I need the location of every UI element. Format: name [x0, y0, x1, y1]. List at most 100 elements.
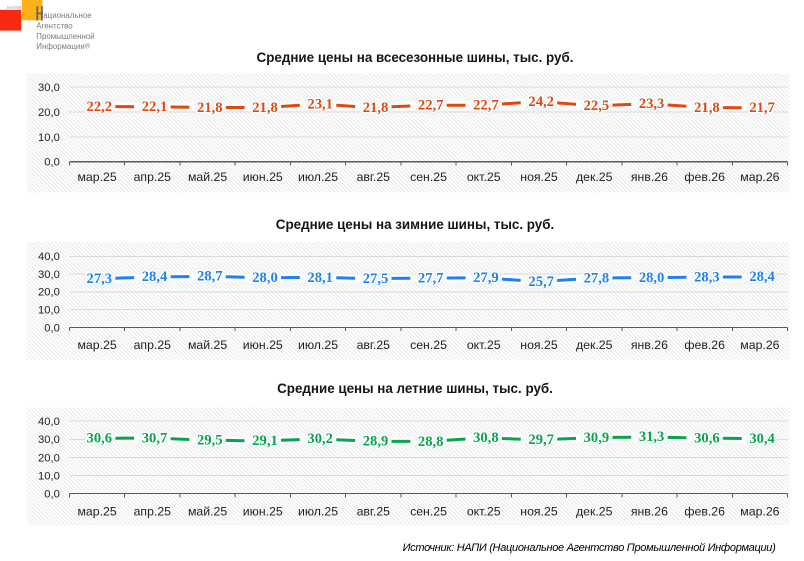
svg-text:30,4: 30,4	[749, 431, 775, 447]
svg-text:31,3: 31,3	[639, 429, 665, 445]
svg-text:29,5: 29,5	[197, 433, 223, 449]
svg-text:30,6: 30,6	[694, 431, 720, 447]
svg-text:30,6: 30,6	[694, 431, 720, 447]
svg-text:22,5: 22,5	[584, 98, 610, 114]
svg-text:29,5: 29,5	[197, 433, 223, 449]
svg-text:23,3: 23,3	[639, 96, 665, 112]
svg-text:мар.26: мар.26	[740, 338, 779, 352]
svg-text:Средние цены на всесезонные ши: Средние цены на всесезонные шины, тыс. р…	[257, 50, 574, 65]
svg-text:10,0: 10,0	[38, 305, 60, 317]
svg-text:30,8: 30,8	[473, 430, 499, 446]
svg-text:27,3: 27,3	[87, 271, 113, 287]
svg-text:27,7: 27,7	[418, 271, 444, 287]
svg-text:28,0: 28,0	[639, 270, 665, 286]
svg-text:27,8: 27,8	[584, 270, 610, 286]
svg-text:27,5: 27,5	[363, 271, 389, 287]
svg-text:30,9: 30,9	[584, 430, 610, 446]
svg-text:21,7: 21,7	[749, 100, 775, 116]
svg-text:22,5: 22,5	[584, 98, 610, 114]
svg-text:28,1: 28,1	[307, 270, 333, 286]
svg-text:27,7: 27,7	[418, 271, 444, 287]
svg-text:22,7: 22,7	[418, 98, 444, 114]
svg-text:28,3: 28,3	[694, 269, 720, 285]
svg-text:фев.26: фев.26	[684, 170, 725, 184]
svg-text:28,0: 28,0	[252, 270, 278, 286]
svg-text:28,8: 28,8	[418, 434, 444, 450]
svg-text:28,4: 28,4	[142, 269, 168, 285]
svg-text:22,7: 22,7	[418, 98, 444, 114]
svg-text:авг.25: авг.25	[357, 170, 391, 184]
svg-text:21,8: 21,8	[694, 100, 720, 116]
svg-text:22,1: 22,1	[142, 99, 168, 115]
svg-text:21,8: 21,8	[252, 100, 278, 116]
svg-text:28,8: 28,8	[418, 434, 444, 450]
svg-text:сен.25: сен.25	[410, 170, 447, 184]
svg-text:июн.25: июн.25	[243, 170, 283, 184]
svg-text:21,8: 21,8	[694, 100, 720, 116]
svg-text:21,8: 21,8	[197, 100, 223, 116]
svg-text:23,3: 23,3	[639, 96, 665, 112]
svg-text:28,9: 28,9	[363, 434, 389, 450]
svg-text:ноя.25: ноя.25	[520, 170, 558, 184]
svg-text:28,7: 28,7	[197, 269, 223, 285]
svg-text:30,0: 30,0	[38, 434, 60, 446]
svg-text:апр.25: апр.25	[134, 505, 172, 519]
svg-text:27,8: 27,8	[584, 270, 610, 286]
svg-text:29,1: 29,1	[252, 433, 278, 449]
svg-text:мар.26: мар.26	[740, 505, 779, 519]
svg-text:Средние цены на летние шины, т: Средние цены на летние шины, тыс. руб.	[277, 381, 553, 396]
svg-text:21,8: 21,8	[197, 100, 223, 116]
svg-text:23,1: 23,1	[307, 97, 333, 113]
svg-text:21,8: 21,8	[197, 100, 223, 116]
svg-text:22,1: 22,1	[142, 99, 168, 115]
svg-text:28,3: 28,3	[694, 269, 720, 285]
svg-text:июн.25: июн.25	[243, 505, 283, 519]
svg-text:28,9: 28,9	[363, 434, 389, 450]
svg-text:30,6: 30,6	[694, 431, 720, 447]
svg-text:0,0: 0,0	[44, 157, 60, 169]
svg-text:®: ®	[85, 42, 91, 50]
svg-text:22,2: 22,2	[87, 99, 113, 115]
svg-text:28,8: 28,8	[418, 434, 444, 450]
svg-text:28,4: 28,4	[142, 269, 168, 285]
svg-text:29,7: 29,7	[528, 432, 554, 448]
svg-text:30,9: 30,9	[584, 430, 610, 446]
svg-text:окт.25: окт.25	[467, 505, 501, 519]
svg-text:фев.26: фев.26	[684, 505, 725, 519]
svg-text:янв.26: янв.26	[631, 170, 668, 184]
svg-text:21,8: 21,8	[694, 100, 720, 116]
svg-text:май.25: май.25	[188, 338, 227, 352]
svg-text:22,7: 22,7	[473, 98, 499, 114]
svg-text:27,9: 27,9	[473, 270, 499, 286]
svg-text:июл.25: июл.25	[298, 505, 338, 519]
svg-text:27,5: 27,5	[363, 271, 389, 287]
svg-text:янв.26: янв.26	[631, 505, 668, 519]
svg-text:22,7: 22,7	[473, 98, 499, 114]
svg-text:25,7: 25,7	[528, 274, 554, 290]
svg-text:27,3: 27,3	[87, 271, 113, 287]
svg-text:окт.25: окт.25	[467, 170, 501, 184]
svg-text:мар.26: мар.26	[740, 170, 779, 184]
svg-text:27,5: 27,5	[363, 271, 389, 287]
svg-text:29,5: 29,5	[197, 433, 223, 449]
svg-text:сен.25: сен.25	[410, 505, 447, 519]
svg-text:ноя.25: ноя.25	[520, 505, 558, 519]
svg-text:авг.25: авг.25	[357, 338, 391, 352]
svg-text:апр.25: апр.25	[134, 170, 172, 184]
svg-text:21,8: 21,8	[252, 100, 278, 116]
svg-text:30,2: 30,2	[307, 431, 333, 447]
svg-text:23,3: 23,3	[639, 96, 665, 112]
svg-text:30,7: 30,7	[142, 430, 168, 446]
svg-text:28,4: 28,4	[749, 269, 775, 285]
svg-text:0,0: 0,0	[44, 489, 60, 501]
svg-text:24,2: 24,2	[528, 94, 554, 110]
svg-text:дек.25: дек.25	[576, 505, 613, 519]
svg-text:29,1: 29,1	[252, 433, 278, 449]
svg-text:30,6: 30,6	[87, 431, 113, 447]
svg-text:0,0: 0,0	[44, 322, 60, 334]
svg-text:27,9: 27,9	[473, 270, 499, 286]
svg-text:фев.26: фев.26	[684, 338, 725, 352]
svg-text:23,1: 23,1	[307, 97, 333, 113]
svg-text:НАПИ: НАПИ	[7, 5, 22, 10]
svg-text:22,5: 22,5	[584, 98, 610, 114]
